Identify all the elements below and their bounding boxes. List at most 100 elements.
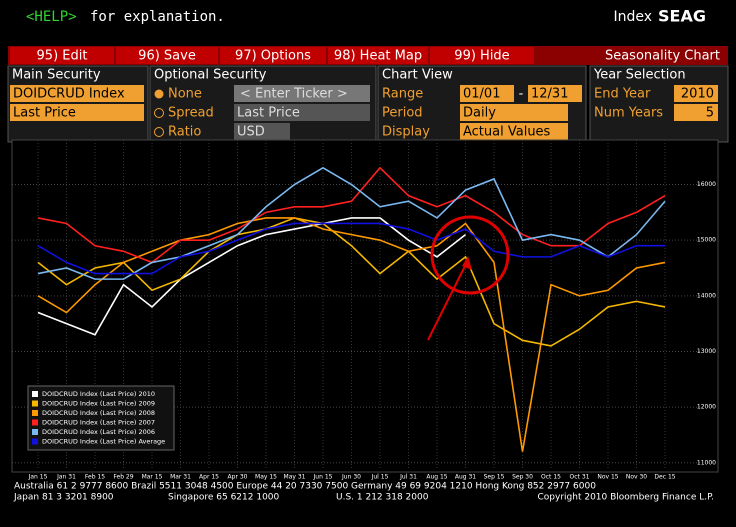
input[interactable]: [234, 104, 370, 121]
x-tick-label: Aug 15: [426, 474, 447, 481]
input[interactable]: [460, 123, 568, 140]
legend-label: DOIDCRUD Index (Last Price) 2008: [42, 409, 155, 417]
footer-text: Singapore 65 6212 1000: [168, 493, 280, 503]
y-tick-label: 13000: [697, 348, 716, 355]
panel-title: Main Security: [12, 68, 101, 83]
field-label: End Year: [594, 87, 651, 102]
legend-swatch: [32, 419, 38, 426]
help-key[interactable]: <HELP>: [26, 9, 77, 25]
x-tick-label: Jul 15: [371, 474, 389, 481]
x-tick-label: Dec 15: [654, 474, 675, 481]
x-tick-label: Apr 15: [199, 474, 219, 481]
menu-label: 99) Hide: [454, 49, 509, 64]
legend-swatch: [32, 438, 38, 445]
series-line: [37, 166, 666, 264]
menu-button[interactable]: [116, 47, 218, 64]
legend-swatch: [32, 410, 38, 416]
legend-label: DOIDCRUD Index (Last Price) 2007: [42, 419, 155, 427]
legend: [27, 385, 175, 451]
panel-title: Year Selection: [593, 68, 686, 83]
input[interactable]: [10, 104, 144, 121]
legend-swatch: [32, 400, 38, 407]
input[interactable]: [234, 123, 290, 140]
panel-title: Optional Security: [154, 68, 267, 83]
input[interactable]: [528, 85, 582, 102]
radio[interactable]: [154, 127, 164, 137]
input[interactable]: [674, 104, 718, 121]
menu-button[interactable]: [328, 47, 428, 64]
menu-label: 96) Save: [138, 49, 196, 64]
input-text: DOIDCRUD Index: [13, 87, 125, 102]
index-label: Index: [613, 9, 652, 25]
x-tick-label: Jul 31: [399, 474, 417, 481]
field-label: Num Years: [594, 106, 663, 121]
legend-swatch: [32, 429, 38, 435]
series-line: [37, 166, 666, 280]
input-text: Actual Values: [463, 125, 551, 140]
input-text: Last Price: [237, 106, 300, 121]
radio-label: Ratio: [168, 125, 201, 140]
field-label: Display: [382, 125, 430, 140]
x-tick-label: Jun 30: [341, 474, 361, 481]
legend-label: DOIDCRUD Index (Last Price) 2009: [42, 400, 155, 408]
x-tick-label: Nov 15: [597, 474, 618, 481]
input-text: < Enter Ticker >: [240, 87, 348, 102]
x-tick-label: Sep 30: [512, 474, 533, 481]
y-tick-label: 14000: [697, 292, 716, 299]
radio[interactable]: [154, 108, 164, 118]
annotation-arrowhead: [462, 256, 472, 270]
footer-text: U.S. 1 212 318 2000: [336, 493, 429, 503]
range-separator: -: [519, 87, 524, 102]
y-tick-label: 11000: [697, 459, 716, 466]
legend-swatch: [32, 391, 38, 397]
input[interactable]: [460, 104, 568, 121]
x-tick-label: Aug 31: [455, 474, 476, 481]
legend-label: DOIDCRUD Index (Last Price) Average: [42, 438, 165, 446]
x-tick-label: May 31: [284, 474, 306, 481]
menu-title: Seasonality Chart: [605, 49, 720, 64]
input[interactable]: [10, 85, 144, 102]
annotation-arrow: [427, 259, 469, 341]
panel-title: Chart View: [382, 68, 453, 83]
input[interactable]: [674, 85, 718, 102]
help-text: for explanation.: [90, 9, 225, 25]
x-tick-label: Mar 15: [142, 474, 163, 481]
x-tick-label: Feb 29: [113, 474, 133, 481]
series-line: [37, 217, 666, 347]
radio-label: Spread: [168, 106, 214, 121]
x-tick-label: Apr 30: [228, 474, 248, 481]
menu-label: 95) Edit: [37, 49, 88, 64]
input-text: 12/31: [531, 87, 568, 102]
menu-label: 98) Heat Map: [334, 49, 422, 64]
x-tick-label: Feb 15: [85, 474, 105, 481]
menu-button[interactable]: [430, 47, 534, 64]
x-tick-label: Oct 15: [541, 474, 561, 481]
field-label: Range: [382, 87, 423, 102]
footer-text: Japan 81 3 3201 8900: [13, 493, 114, 503]
y-tick-label: 12000: [697, 404, 716, 411]
input[interactable]: [234, 85, 370, 102]
annotation-circle: [430, 215, 510, 295]
input-text: 5: [706, 106, 714, 121]
radio-label: None: [168, 87, 202, 102]
y-tick-label: 15000: [697, 237, 716, 244]
x-tick-label: Jun 15: [313, 474, 333, 481]
x-tick-label: Nov 30: [626, 474, 647, 481]
x-tick-label: Jan 31: [56, 474, 76, 481]
series-line: [37, 222, 665, 275]
menu-button[interactable]: [220, 47, 326, 64]
radio[interactable]: [154, 89, 164, 99]
field-label: Period: [382, 106, 423, 121]
function-code: SEAG: [658, 7, 706, 26]
x-tick-label: Oct 31: [570, 474, 590, 481]
input-text: USD: [237, 125, 265, 140]
menu-button[interactable]: [10, 47, 114, 64]
legend-label: DOIDCRUD Index (Last Price) 2006: [42, 428, 155, 436]
series-line: [37, 217, 666, 452]
input-text: 01/01: [463, 87, 500, 102]
input-text: Daily: [463, 106, 496, 121]
x-tick-label: May 15: [255, 474, 277, 481]
series-line: [37, 217, 466, 336]
footer-text: Copyright 2010 Bloomberg Finance L.P.: [538, 493, 714, 503]
input[interactable]: [460, 85, 514, 102]
